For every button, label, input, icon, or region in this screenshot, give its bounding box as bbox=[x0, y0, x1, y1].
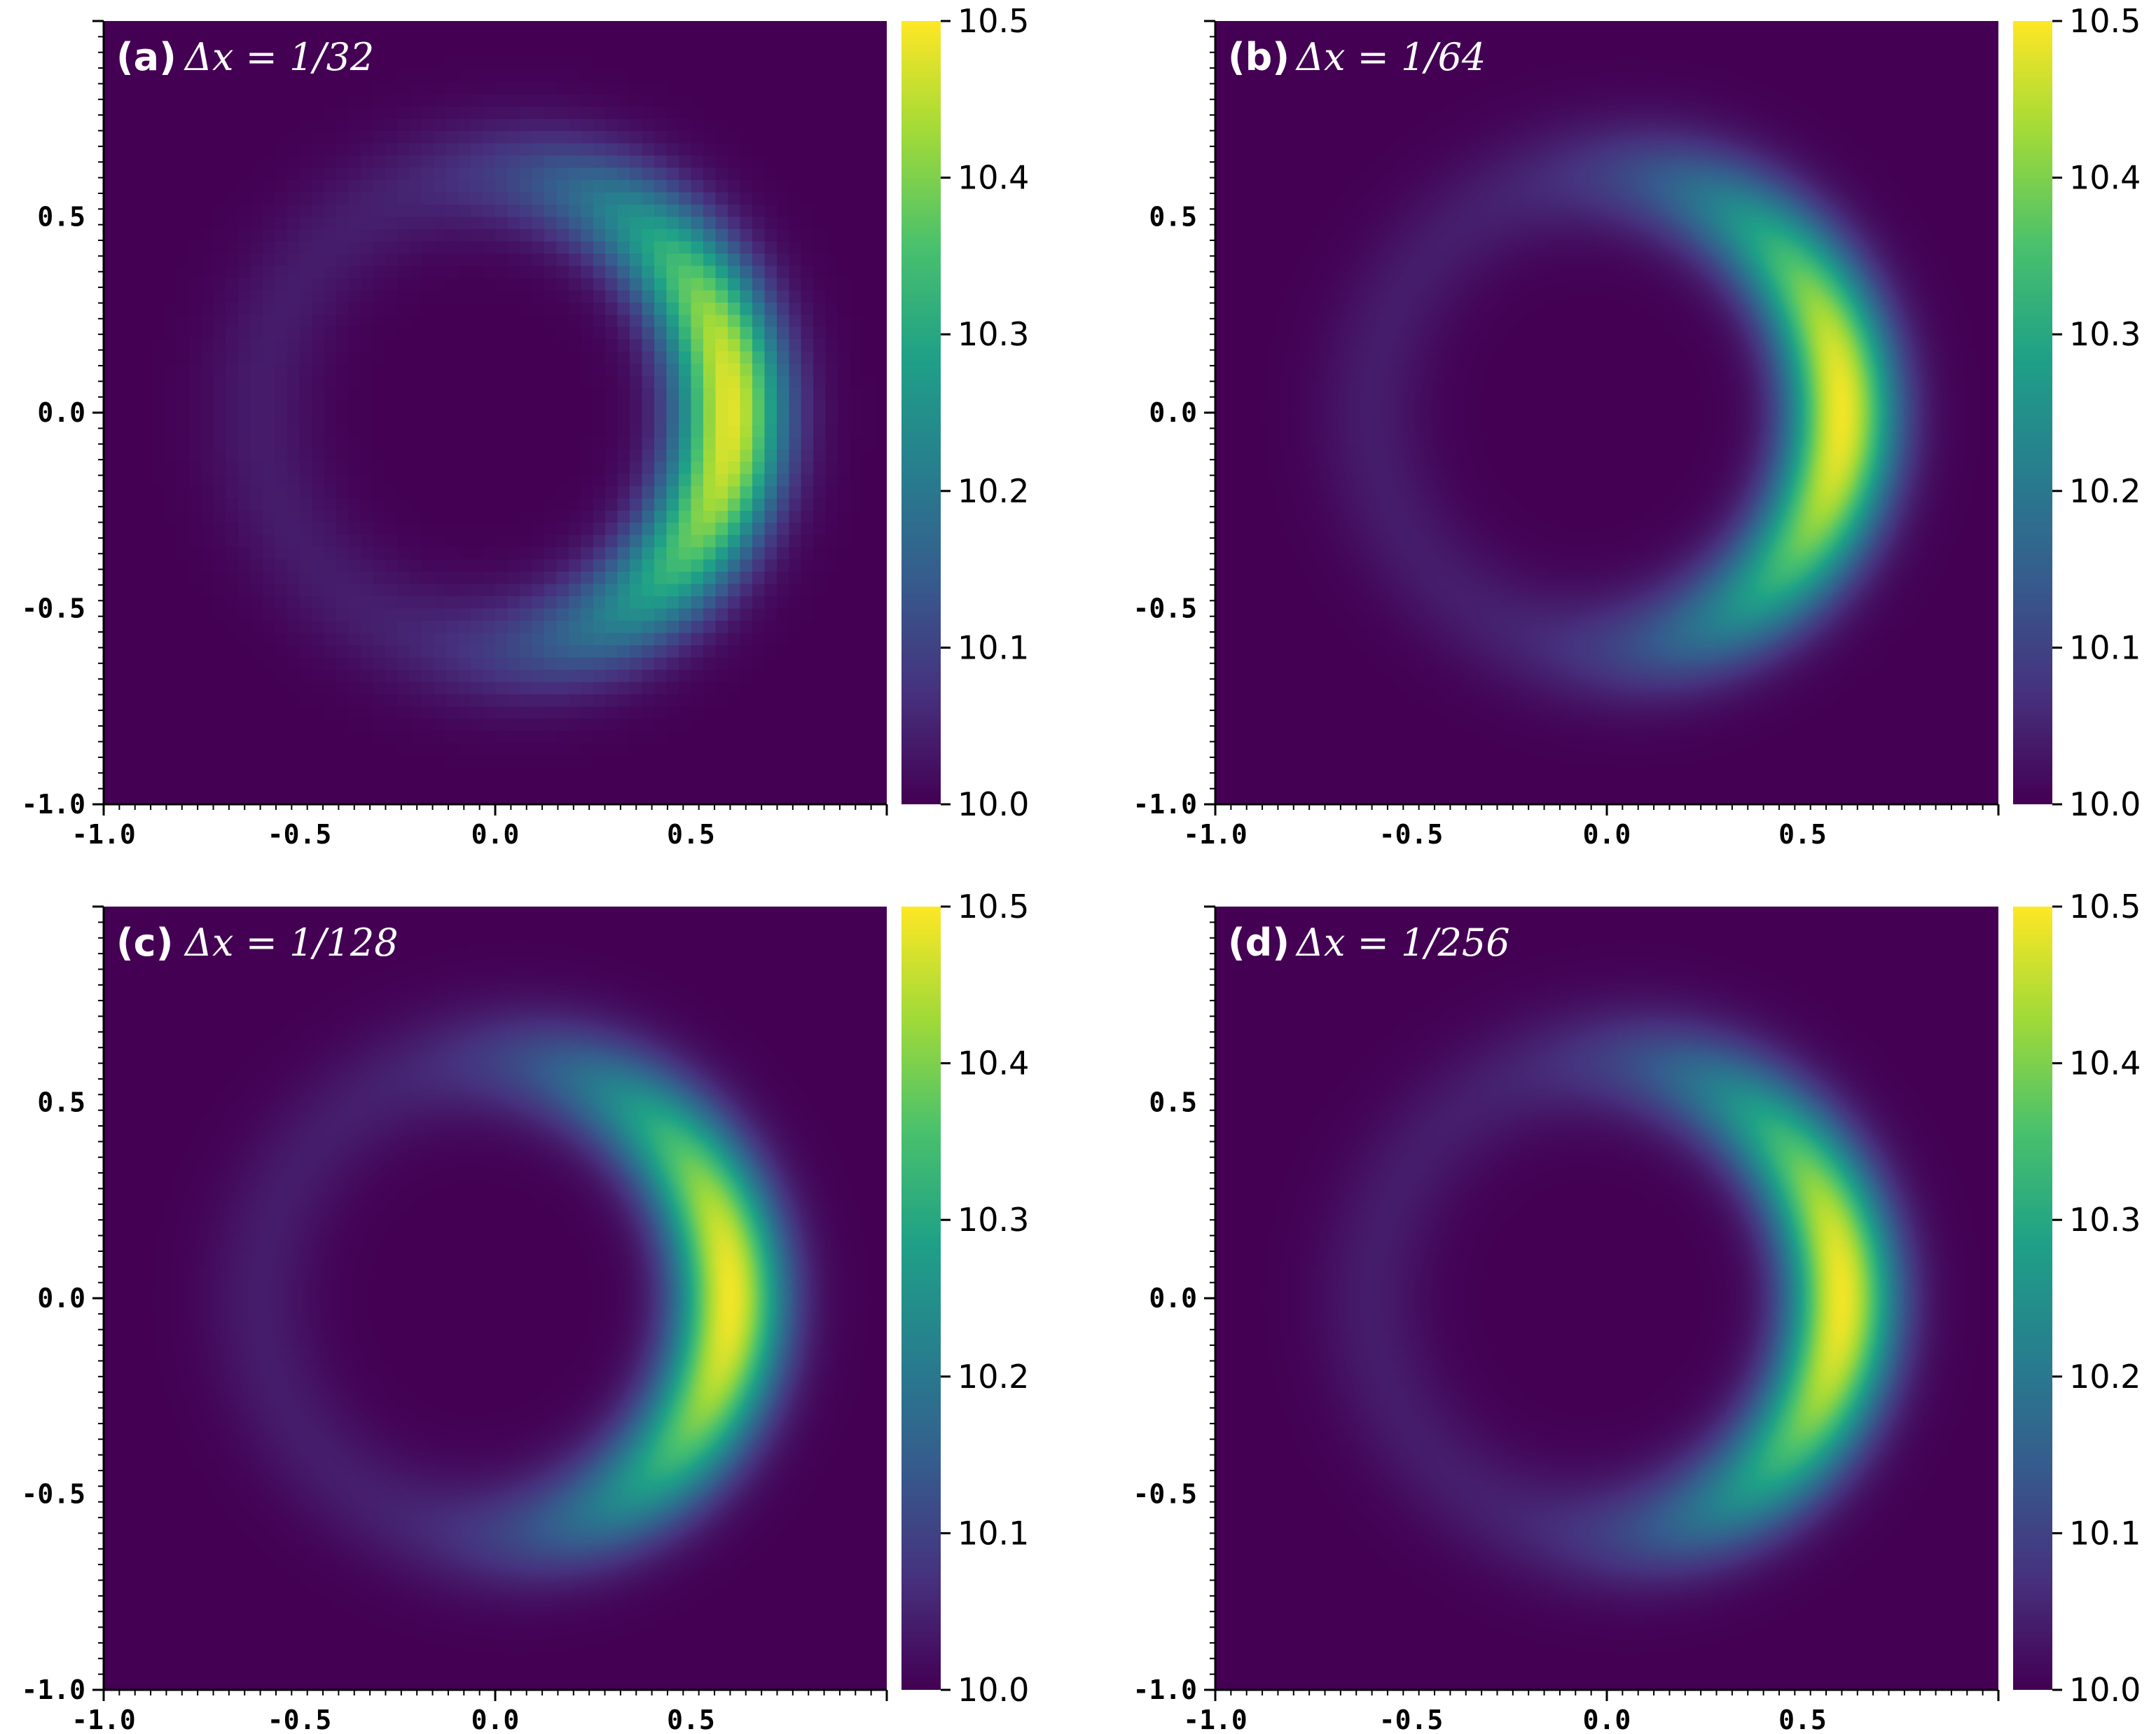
colorbar-tick-label: 10.5 bbox=[958, 2, 1029, 40]
y-tick-label: 0.0 bbox=[37, 1283, 85, 1314]
colorbar-tick-label: 10.5 bbox=[2069, 888, 2141, 926]
colorbar-tick-label: 10.2 bbox=[2069, 1358, 2141, 1396]
colorbar-tick-label: 10.0 bbox=[958, 785, 1029, 823]
y-tick-label: -0.5 bbox=[1133, 593, 1197, 624]
x-tick-label: -0.5 bbox=[268, 1705, 332, 1734]
heatmap-image bbox=[104, 907, 887, 1690]
colorbar-tick-label: 10.4 bbox=[958, 159, 1029, 197]
colorbar-tick-label: 10.3 bbox=[958, 1201, 1029, 1239]
y-tick-label: -1.0 bbox=[1133, 789, 1197, 820]
x-tick-label: 0.0 bbox=[471, 819, 520, 850]
y-tick-label: -1.0 bbox=[1133, 1674, 1197, 1705]
panel-label: (b) bbox=[1228, 35, 1290, 79]
colorbar bbox=[901, 907, 941, 1690]
colorbar-tick-label: 10.3 bbox=[2069, 315, 2141, 353]
colorbar bbox=[2013, 907, 2052, 1690]
x-tick-label: -1.0 bbox=[1183, 1705, 1248, 1734]
panel-label: (c) bbox=[116, 921, 173, 965]
panel-d: -1.0 -0.5 0.0 0.5 -1.0 -0.5 0.0 0.5 (d) Δx = 1/25… bbox=[1133, 888, 2141, 1734]
panel-title: Δx = 1/128 bbox=[184, 921, 399, 965]
colorbar-tick-label: 10.1 bbox=[958, 1514, 1029, 1552]
y-tick-label: 0.0 bbox=[37, 397, 85, 428]
colorbar-tick-label: 10.2 bbox=[958, 472, 1029, 510]
x-tick-label: 0.5 bbox=[1778, 819, 1827, 850]
colorbar-tick-label: 10.4 bbox=[2069, 1045, 2141, 1082]
x-tick-label: -1.0 bbox=[1183, 819, 1248, 850]
colorbar-tick-label: 10.1 bbox=[958, 628, 1029, 666]
colorbar-tick-label: 10.2 bbox=[2069, 472, 2141, 510]
colorbar-tick-label: 10.4 bbox=[2069, 159, 2141, 197]
x-tick-label: 0.0 bbox=[1583, 819, 1631, 850]
colorbar-tick-label: 10.0 bbox=[2069, 1671, 2141, 1709]
y-tick-label: -0.5 bbox=[21, 1479, 85, 1510]
x-tick-label: 0.5 bbox=[667, 819, 715, 850]
y-tick-label: 0.5 bbox=[1149, 202, 1197, 233]
x-tick-label: -0.5 bbox=[1379, 1705, 1444, 1734]
heatmap-image bbox=[1215, 907, 1998, 1690]
x-tick-label: 0.5 bbox=[1778, 1705, 1827, 1734]
y-tick-label: 0.5 bbox=[1149, 1087, 1197, 1118]
x-tick-label: -0.5 bbox=[268, 819, 332, 850]
panel-title: Δx = 1/64 bbox=[1295, 35, 1486, 79]
panel-title: Δx = 1/32 bbox=[184, 35, 374, 79]
x-tick-label: -1.0 bbox=[71, 819, 136, 850]
panel-label: (a) bbox=[116, 35, 177, 79]
colorbar-tick-label: 10.5 bbox=[958, 888, 1029, 926]
panel-title: Δx = 1/256 bbox=[1295, 921, 1510, 965]
colorbar-tick-label: 10.0 bbox=[958, 1671, 1029, 1709]
colorbar-tick-label: 10.0 bbox=[2069, 785, 2141, 823]
colorbar-tick-label: 10.1 bbox=[2069, 628, 2141, 666]
x-tick-label: -1.0 bbox=[71, 1705, 136, 1734]
y-tick-label: 0.5 bbox=[37, 202, 85, 233]
colorbar bbox=[2013, 21, 2052, 804]
colorbar-tick-label: 10.3 bbox=[958, 315, 1029, 353]
y-tick-label: -0.5 bbox=[1133, 1479, 1197, 1510]
y-tick-label: 0.0 bbox=[1149, 397, 1197, 428]
colorbar-tick-label: 10.5 bbox=[2069, 2, 2141, 40]
colorbar-tick-label: 10.4 bbox=[958, 1045, 1029, 1082]
panel-b: -1.0 -0.5 0.0 0.5 -1.0 -0.5 0.0 0.5 (b) Δx = 1/64… bbox=[1133, 2, 2141, 850]
y-tick-label: -1.0 bbox=[21, 1674, 85, 1705]
colorbar-tick-label: 10.3 bbox=[2069, 1201, 2141, 1239]
y-tick-label: -1.0 bbox=[21, 789, 85, 820]
colorbar-tick-label: 10.1 bbox=[2069, 1514, 2141, 1552]
panel-label: (d) bbox=[1228, 921, 1290, 965]
x-tick-label: 0.0 bbox=[471, 1705, 520, 1734]
heatmap-image bbox=[104, 21, 887, 804]
x-tick-label: 0.5 bbox=[667, 1705, 715, 1734]
y-tick-label: 0.5 bbox=[37, 1087, 85, 1118]
y-tick-label: 0.0 bbox=[1149, 1283, 1197, 1314]
x-tick-label: -0.5 bbox=[1379, 819, 1444, 850]
panel-a: -1.0 -0.5 0.0 0.5 -1.0 -0.5 0.0 0.5 (a) Δx = 1/32… bbox=[21, 2, 1029, 850]
heatmap-image bbox=[1215, 21, 1998, 804]
colorbar-tick-label: 10.2 bbox=[958, 1358, 1029, 1396]
y-tick-label: -0.5 bbox=[21, 593, 85, 624]
panel-c: -1.0 -0.5 0.0 0.5 -1.0 -0.5 0.0 0.5 (c) Δx = 1/12… bbox=[21, 888, 1029, 1734]
colorbar bbox=[901, 21, 941, 804]
x-tick-label: 0.0 bbox=[1583, 1705, 1631, 1734]
